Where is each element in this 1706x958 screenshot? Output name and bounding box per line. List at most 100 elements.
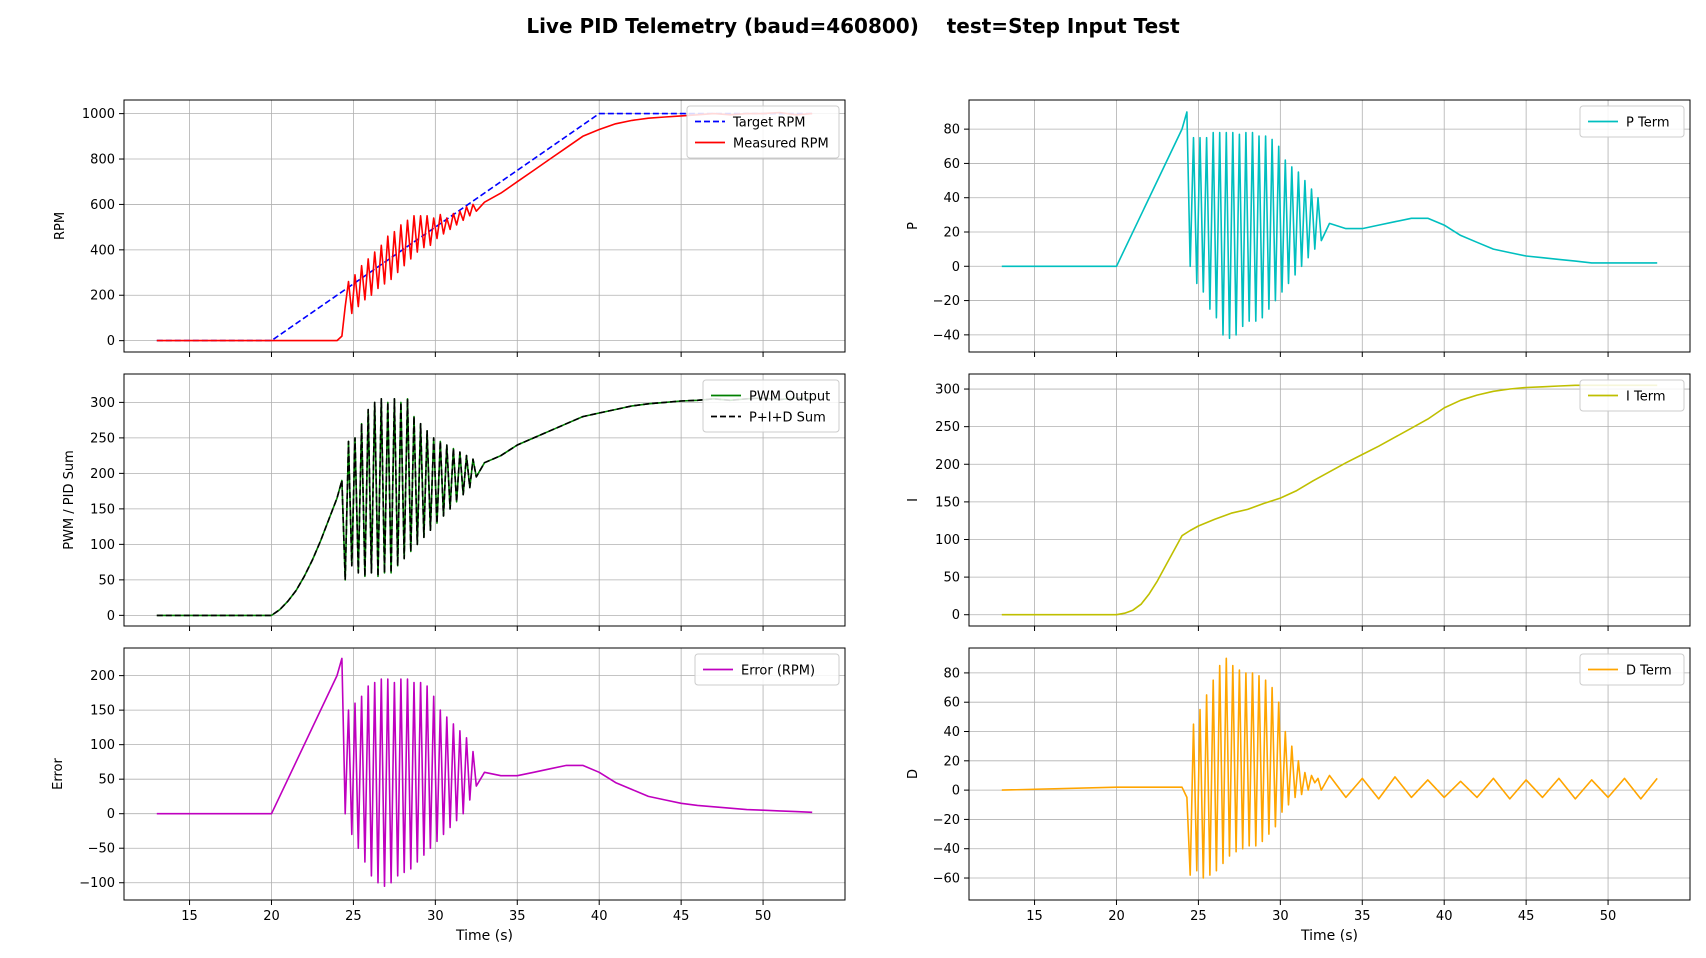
y-tick-label: 300	[935, 383, 960, 398]
panel-i: 0 50 100 150 200 250 300 I I Term	[906, 373, 1691, 631]
axes-frame-pwm	[123, 373, 846, 627]
figure-title: Live PID Telemetry (baud=460800) test=St…	[0, 14, 1706, 38]
legend-box	[702, 379, 840, 433]
x-tick-label: 45	[673, 909, 690, 924]
axes-frame-rpm	[123, 99, 846, 353]
legend-label: D Term	[1626, 664, 1672, 679]
panel-d: 15 20 25 30 35 40 45 50 −60 −40 −20 0 20 40 60 80 D Time …	[906, 647, 1691, 944]
plot-area-error	[124, 648, 845, 900]
axes-frame-i	[968, 373, 1691, 627]
y-tick-label: −40	[933, 842, 960, 857]
y-tick-label: −40	[933, 328, 960, 343]
y-tick-label: 0	[107, 807, 115, 822]
x-tick-label: 40	[1436, 909, 1453, 924]
legend-box	[686, 105, 840, 159]
plot-area-p	[969, 100, 1690, 352]
x-axis-label-error: Time (s)	[455, 928, 513, 944]
series-line-i-0	[1001, 384, 1658, 616]
y-tick-label: 200	[90, 467, 115, 482]
x-tick-label: 35	[1354, 909, 1371, 924]
y-tick-label: −50	[88, 842, 115, 857]
legend-error: Error (RPM)	[694, 653, 840, 686]
y-tick-label: 100	[935, 533, 960, 548]
y-tick-label: 200	[90, 669, 115, 684]
legend-box	[694, 653, 840, 686]
legend-label: PWM Output	[749, 390, 830, 405]
y-tick-label: −60	[933, 872, 960, 887]
x-tick-label: 25	[345, 909, 362, 924]
x-tick-label: 15	[1026, 909, 1043, 924]
y-tick-label: 100	[90, 738, 115, 753]
y-tick-label: 50	[943, 571, 960, 586]
axes-frame-d	[968, 647, 1691, 901]
legend-label: Measured RPM	[733, 137, 829, 152]
legend-d: D Term	[1579, 653, 1685, 686]
y-axis-label-pwm: PWM / PID Sum	[62, 450, 77, 550]
panel-p: −40 −20 0 20 40 60 80 P P Term	[906, 99, 1691, 357]
legend-label: P Term	[1626, 116, 1669, 131]
figure-title-main: Live PID Telemetry (baud=460800)	[526, 14, 919, 38]
y-tick-label: −20	[933, 813, 960, 828]
legend-box	[1579, 653, 1685, 686]
x-tick-label: 15	[181, 909, 198, 924]
x-tick-label: 20	[1108, 909, 1125, 924]
y-axis-label-rpm: RPM	[53, 212, 68, 240]
legend-box	[1579, 379, 1685, 412]
series-line-rpm-1	[156, 111, 813, 342]
legend-pwm: PWM Output P+I+D Sum	[702, 379, 840, 433]
x-tick-label: 40	[591, 909, 608, 924]
plot-area-d	[969, 648, 1690, 900]
y-axis-label-p: P	[906, 222, 921, 230]
y-tick-label: 1000	[82, 107, 115, 122]
plot-area-i	[969, 374, 1690, 626]
y-tick-label: 600	[90, 198, 115, 213]
y-tick-label: 0	[952, 608, 960, 623]
legend-label: I Term	[1626, 390, 1665, 405]
series-line-p-0	[1001, 111, 1658, 340]
legend-box	[1579, 105, 1685, 138]
y-axis-label-i: I	[906, 498, 921, 502]
y-tick-label: 800	[90, 153, 115, 168]
x-axis-label-d: Time (s)	[1300, 928, 1358, 944]
x-tick-label: 25	[1190, 909, 1207, 924]
x-tick-label: 50	[755, 909, 772, 924]
axes-frame-error	[123, 647, 846, 901]
y-tick-label: 250	[935, 420, 960, 435]
figure-title-test: test=Step Input Test	[946, 14, 1180, 38]
y-tick-label: 200	[935, 458, 960, 473]
y-tick-label: 0	[952, 784, 960, 799]
y-tick-label: 0	[107, 609, 115, 624]
y-axis-label-error: Error	[51, 758, 66, 790]
y-tick-label: 50	[98, 773, 115, 788]
y-axis-label-d: D	[906, 769, 921, 779]
legend-label: P+I+D Sum	[749, 411, 826, 426]
series-line-pwm-1	[156, 397, 813, 617]
y-tick-label: 80	[943, 123, 960, 138]
y-tick-label: 60	[943, 696, 960, 711]
y-tick-label: 20	[943, 226, 960, 241]
x-tick-label: 30	[1272, 909, 1289, 924]
y-tick-label: 60	[943, 157, 960, 172]
y-tick-label: 0	[952, 260, 960, 275]
x-tick-label: 20	[263, 909, 280, 924]
y-tick-label: 150	[90, 704, 115, 719]
panel-rpm: 0 200 400 600 800 1000 RPM Target RPM Measured R…	[53, 99, 846, 357]
y-tick-label: −100	[79, 876, 115, 891]
y-tick-label: 150	[935, 495, 960, 510]
legend-p: P Term	[1579, 105, 1685, 138]
series-line-error-0	[156, 657, 813, 888]
x-tick-label: 45	[1518, 909, 1535, 924]
legend-rpm: Target RPM Measured RPM	[686, 105, 840, 159]
legend-label: Target RPM	[732, 116, 805, 131]
legend-i: I Term	[1579, 379, 1685, 412]
y-tick-label: 40	[943, 191, 960, 206]
x-tick-label: 30	[427, 909, 444, 924]
y-tick-label: 0	[107, 334, 115, 349]
panel-error: 15 20 25 30 35 40 45 50 −100 −50 0 50 100 150 200 Error…	[51, 647, 846, 944]
y-tick-label: 200	[90, 289, 115, 304]
y-tick-label: 20	[943, 754, 960, 769]
x-tick-label: 35	[509, 909, 526, 924]
y-tick-label: 80	[943, 666, 960, 681]
panel-pwm: 0 50 100 150 200 250 300 PWM / PID Sum PWM Outpu…	[62, 373, 846, 631]
